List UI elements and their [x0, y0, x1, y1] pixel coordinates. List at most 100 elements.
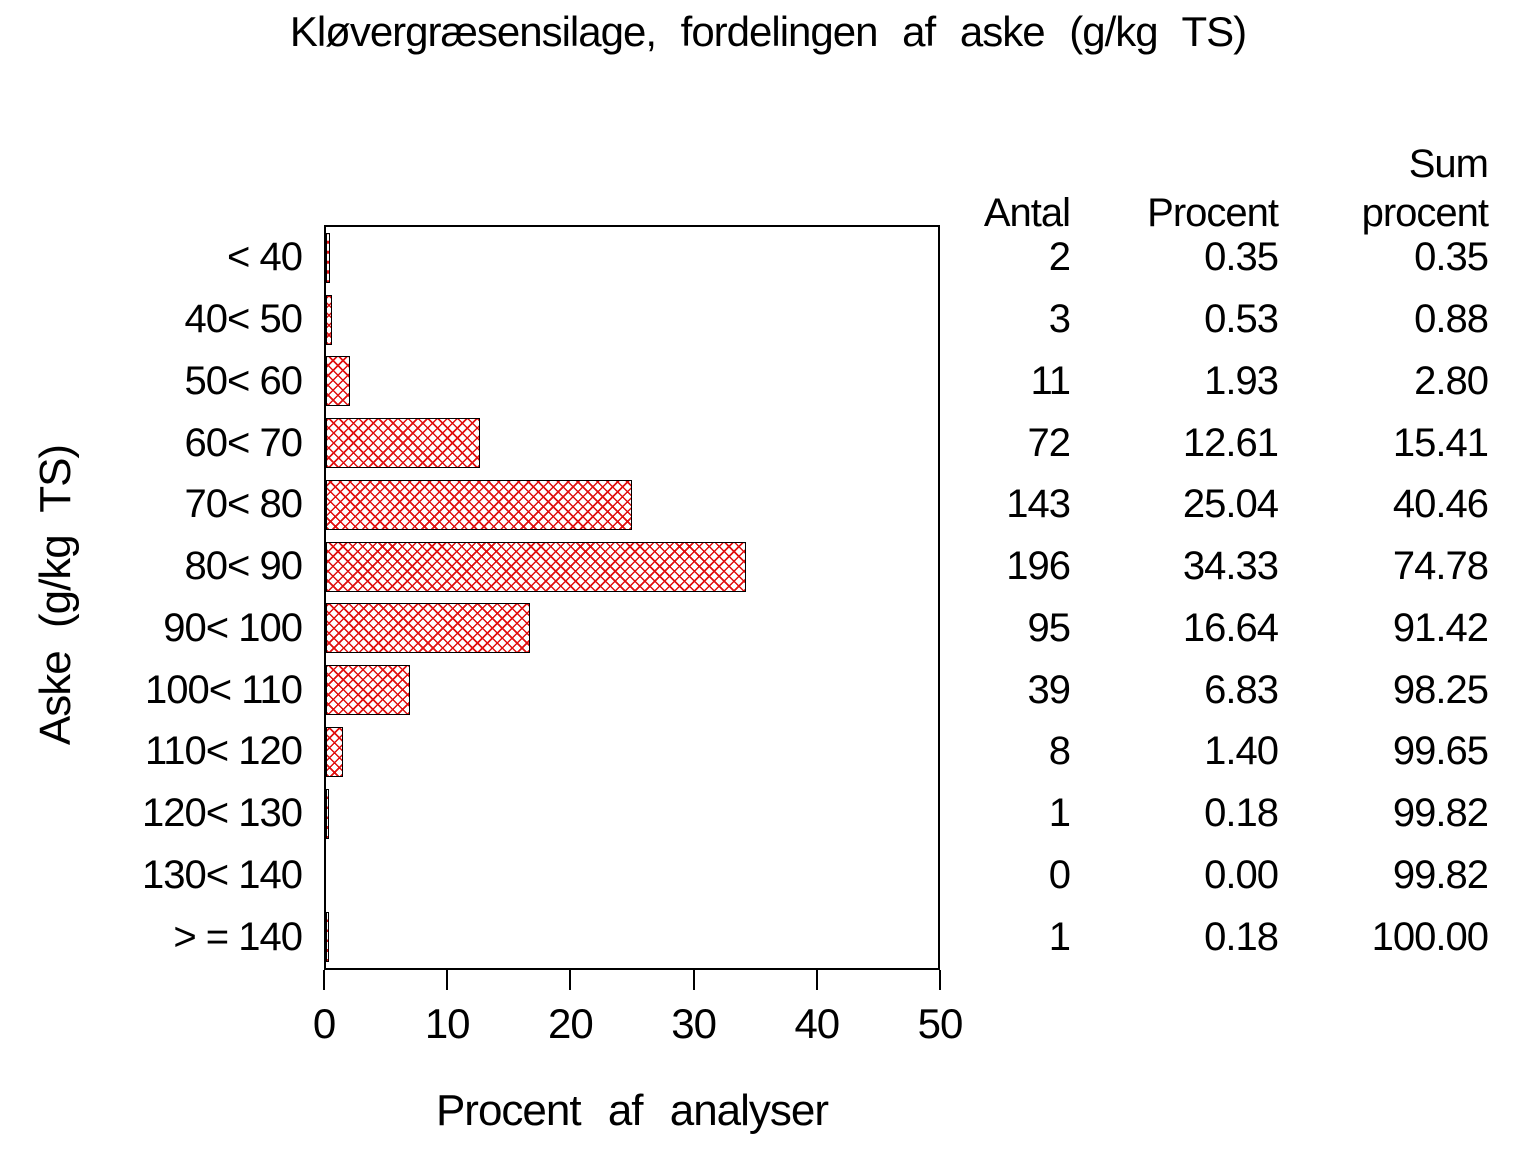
- antal-value: 39: [1027, 667, 1072, 712]
- bar: [326, 603, 530, 654]
- table-row: 1 0.18 100.00: [900, 906, 1489, 968]
- table-header-line-1: Sum: [900, 140, 1489, 189]
- x-tick-mark: [569, 970, 572, 990]
- table-row: 3 0.53 0.88: [900, 289, 1489, 351]
- procent-value: 0.35: [1204, 235, 1279, 280]
- procent-value: 16.64: [1182, 605, 1279, 650]
- table-row: 95 16.64 91.42: [900, 598, 1490, 660]
- procent-value: 1.40: [1204, 729, 1279, 774]
- sum-procent-value: 0.88: [1414, 297, 1489, 342]
- table-row: 72 12.61 15.41: [900, 412, 1490, 474]
- sum-procent-value: 74.78: [1392, 544, 1489, 589]
- sum-procent-value: 99.65: [1392, 729, 1489, 774]
- chart-title: Kløvergræsensilage, fordelingen af aske …: [289, 8, 1247, 55]
- table-row: 0 0.00 99.82: [900, 845, 1489, 907]
- header-sum: Sum: [1408, 142, 1489, 186]
- table-row: 39 6.83 98.25: [900, 659, 1490, 721]
- table-row: 143 25.04 40.46: [900, 474, 1489, 536]
- sum-procent-value: 15.41: [1392, 420, 1489, 465]
- antal-value: 2: [1048, 235, 1071, 280]
- bars-layer: [326, 227, 938, 968]
- sum-procent-value: 98.25: [1392, 667, 1489, 712]
- antal-value: 95: [1027, 605, 1072, 650]
- bar: [326, 356, 350, 407]
- bar: [326, 294, 333, 345]
- antal-value: 8: [1048, 729, 1071, 774]
- category-label: 130< 140: [142, 852, 303, 897]
- antal-value: 11: [1030, 358, 1071, 403]
- x-tick-label: 10: [424, 1000, 471, 1047]
- sum-procent-value: 2.80: [1414, 358, 1489, 403]
- bar: [326, 726, 344, 777]
- bar: [326, 665, 410, 716]
- header-sum-procent: procent: [1361, 191, 1489, 235]
- category-label: 120< 130: [142, 791, 303, 836]
- bar: [326, 541, 747, 592]
- table-row: 11 1.93 2.80: [900, 351, 1489, 413]
- x-tick-mark: [446, 970, 449, 990]
- sum-procent-value: 40.46: [1392, 482, 1489, 527]
- category-label: 70< 80: [184, 482, 303, 527]
- header-spacer: [900, 140, 1070, 189]
- category-label: 40< 50: [184, 297, 303, 342]
- x-tick-label: 0: [312, 1000, 336, 1047]
- plot-area: [324, 225, 940, 970]
- procent-value: 0.18: [1204, 791, 1279, 836]
- antal-value: 196: [1006, 544, 1071, 589]
- table-row: 8 1.40 99.65: [900, 721, 1489, 783]
- bar: [326, 788, 329, 839]
- antal-value: 1: [1048, 914, 1071, 959]
- sum-procent-value: 99.82: [1392, 791, 1489, 836]
- category-label: 60< 70: [184, 420, 303, 465]
- procent-value: 0.00: [1204, 852, 1279, 897]
- y-axis-category-labels: < 40 40< 50 50< 60 60< 70 70< 80 80< 90 90< 10…: [0, 227, 303, 968]
- sum-procent-value: 0.35: [1414, 235, 1489, 280]
- x-tick-label: 50: [917, 1000, 964, 1047]
- x-tick-label: 40: [794, 1000, 840, 1047]
- procent-value: 1.93: [1204, 358, 1279, 403]
- table-header: Sum Antal Procent procent: [900, 140, 1489, 238]
- table-body: 2 0.35 0.35 3 0.53 0.88 11 1.93 2.80 72 12.61 15.41…: [900, 227, 1490, 968]
- category-label: 50< 60: [184, 358, 303, 403]
- x-tick-mark: [939, 970, 941, 990]
- procent-value: 6.83: [1204, 667, 1279, 712]
- sum-procent-value: 91.42: [1392, 605, 1489, 650]
- procent-value: 12.61: [1182, 420, 1279, 465]
- header-spacer: [1070, 140, 1278, 189]
- x-tick-mark: [323, 970, 325, 990]
- category-label: < 40: [227, 235, 303, 280]
- antal-value: 143: [1006, 482, 1071, 527]
- procent-value: 34.33: [1182, 544, 1279, 589]
- x-tick-label: 30: [671, 1000, 717, 1047]
- bar: [326, 912, 329, 963]
- procent-value: 25.04: [1182, 482, 1279, 527]
- table-row: 2 0.35 0.35: [900, 227, 1489, 289]
- bar: [326, 479, 633, 530]
- header-antal: Antal: [983, 191, 1071, 235]
- header-procent: Procent: [1147, 191, 1279, 235]
- x-axis-ticks: 0 10 20 30 40 50: [313, 970, 963, 1050]
- x-axis-title: Procent af analyser: [435, 1086, 829, 1135]
- procent-value: 0.18: [1204, 914, 1279, 959]
- antal-value: 1: [1048, 791, 1071, 836]
- table-row: 196 34.33 74.78: [900, 536, 1489, 598]
- sum-procent-value: 99.82: [1392, 852, 1489, 897]
- category-label: 90< 100: [163, 605, 303, 650]
- sum-procent-value: 100.00: [1371, 914, 1489, 959]
- antal-value: 72: [1027, 420, 1072, 465]
- category-label: > = 140: [173, 914, 303, 959]
- x-tick-label: 20: [548, 1000, 594, 1047]
- bar: [326, 418, 481, 469]
- antal-value: 3: [1048, 297, 1071, 342]
- category-label: 110< 120: [145, 729, 303, 774]
- table-row: 1 0.18 99.82: [900, 783, 1489, 845]
- category-label: 80< 90: [184, 544, 303, 589]
- table-header-line-2: Antal Procent procent: [900, 189, 1489, 238]
- category-label: 100< 110: [145, 667, 303, 712]
- x-tick-mark: [692, 970, 695, 990]
- procent-value: 0.53: [1204, 297, 1279, 342]
- x-tick-mark: [815, 970, 818, 990]
- antal-value: 0: [1048, 852, 1071, 897]
- bar: [326, 232, 331, 283]
